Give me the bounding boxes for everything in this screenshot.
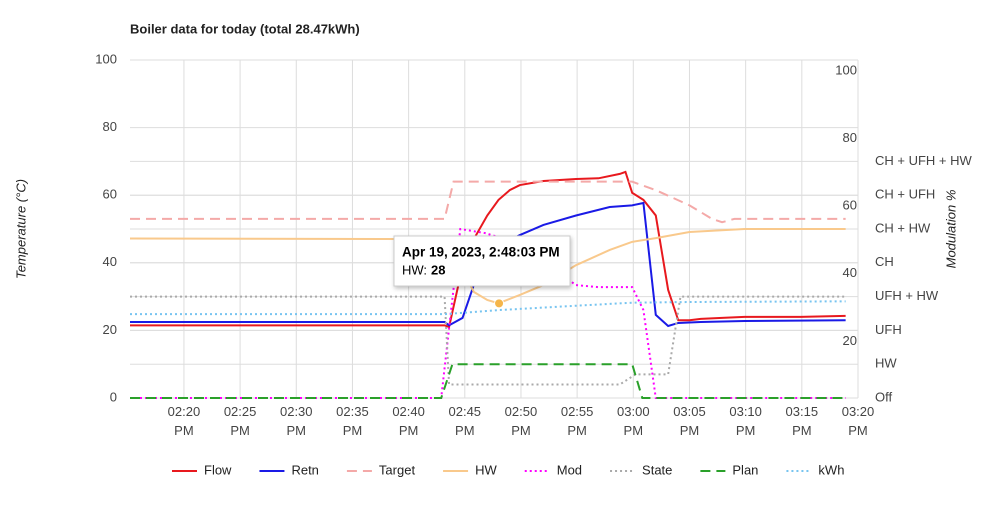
y3-tick-label: CH + UFH + HW [875, 153, 973, 168]
legend-label: Retn [291, 462, 318, 477]
y3-tick-label: HW [875, 356, 897, 371]
tooltip: Apr 19, 2023, 2:48:03 PM HW: 28 [393, 235, 571, 287]
x-tick-label: 02:35 PM [336, 404, 369, 438]
x-tick-label: 02:50 PM [504, 404, 538, 438]
series-line [130, 201, 846, 328]
y3-tick-label: Off [875, 389, 892, 404]
chart-title: Boiler data for today (total 28.47kWh) [130, 21, 360, 36]
x-tick-label: 02:55 PM [560, 404, 594, 438]
tooltip-title: Apr 19, 2023, 2:48:03 PM [402, 245, 560, 260]
x-tick-label: 03:20 PM [841, 404, 875, 438]
series-line [130, 363, 846, 399]
legend-label: Flow [204, 462, 232, 477]
y-tick-label: 80 [103, 119, 117, 134]
y2-tick-label: 80 [843, 130, 857, 145]
x-tick-label: 02:25 PM [223, 404, 257, 438]
series-line [130, 227, 846, 399]
y-tick-label: 40 [103, 254, 117, 269]
x-tick-label: 02:40 PM [392, 404, 425, 438]
legend-label: Mod [557, 462, 582, 477]
x-tick-label: 03:15 PM [785, 404, 819, 438]
legend-label: Target [379, 462, 416, 477]
y2-tick-label: 20 [843, 333, 857, 348]
x-tick-label: 03:05 PM [673, 404, 706, 438]
series-line [130, 295, 846, 386]
y2-tick-label: 60 [843, 198, 857, 213]
tooltip-value: 28 [431, 262, 445, 277]
y-tick-label: 0 [110, 389, 117, 404]
y3-tick-label: UFH + HW [875, 288, 939, 303]
legend-label: Plan [732, 462, 758, 477]
y3-tick-label: CH [875, 254, 894, 269]
y2-axis-title: Modulation % [943, 190, 958, 269]
x-tick-label: 02:30 PM [279, 404, 313, 438]
y3-tick-label: CH + HW [875, 220, 931, 235]
x-tick-label: 03:00 PM [617, 404, 650, 438]
tooltip-box [393, 235, 571, 287]
tooltip-point [494, 298, 505, 309]
y-tick-label: 60 [103, 187, 117, 202]
legend-label: kWh [818, 462, 844, 477]
series-line [130, 300, 846, 316]
legend-label: HW [475, 462, 497, 477]
tooltip-label: HW: [402, 262, 427, 277]
y2-tick-label: 100 [835, 62, 857, 77]
legend-label: State [642, 462, 672, 477]
y-axis-title: Temperature (°C) [13, 179, 28, 279]
x-tick-label: 02:20 PM [167, 404, 201, 438]
x-tick-label: 03:10 PM [729, 404, 762, 438]
y3-tick-label: UFH [875, 322, 902, 337]
y-tick-label: 20 [103, 322, 117, 337]
x-tick-label: 02:45 PM [448, 404, 482, 438]
y3-tick-label: CH + UFH [875, 187, 935, 202]
y2-tick-label: 40 [843, 265, 857, 280]
y-tick-label: 100 [95, 51, 117, 66]
